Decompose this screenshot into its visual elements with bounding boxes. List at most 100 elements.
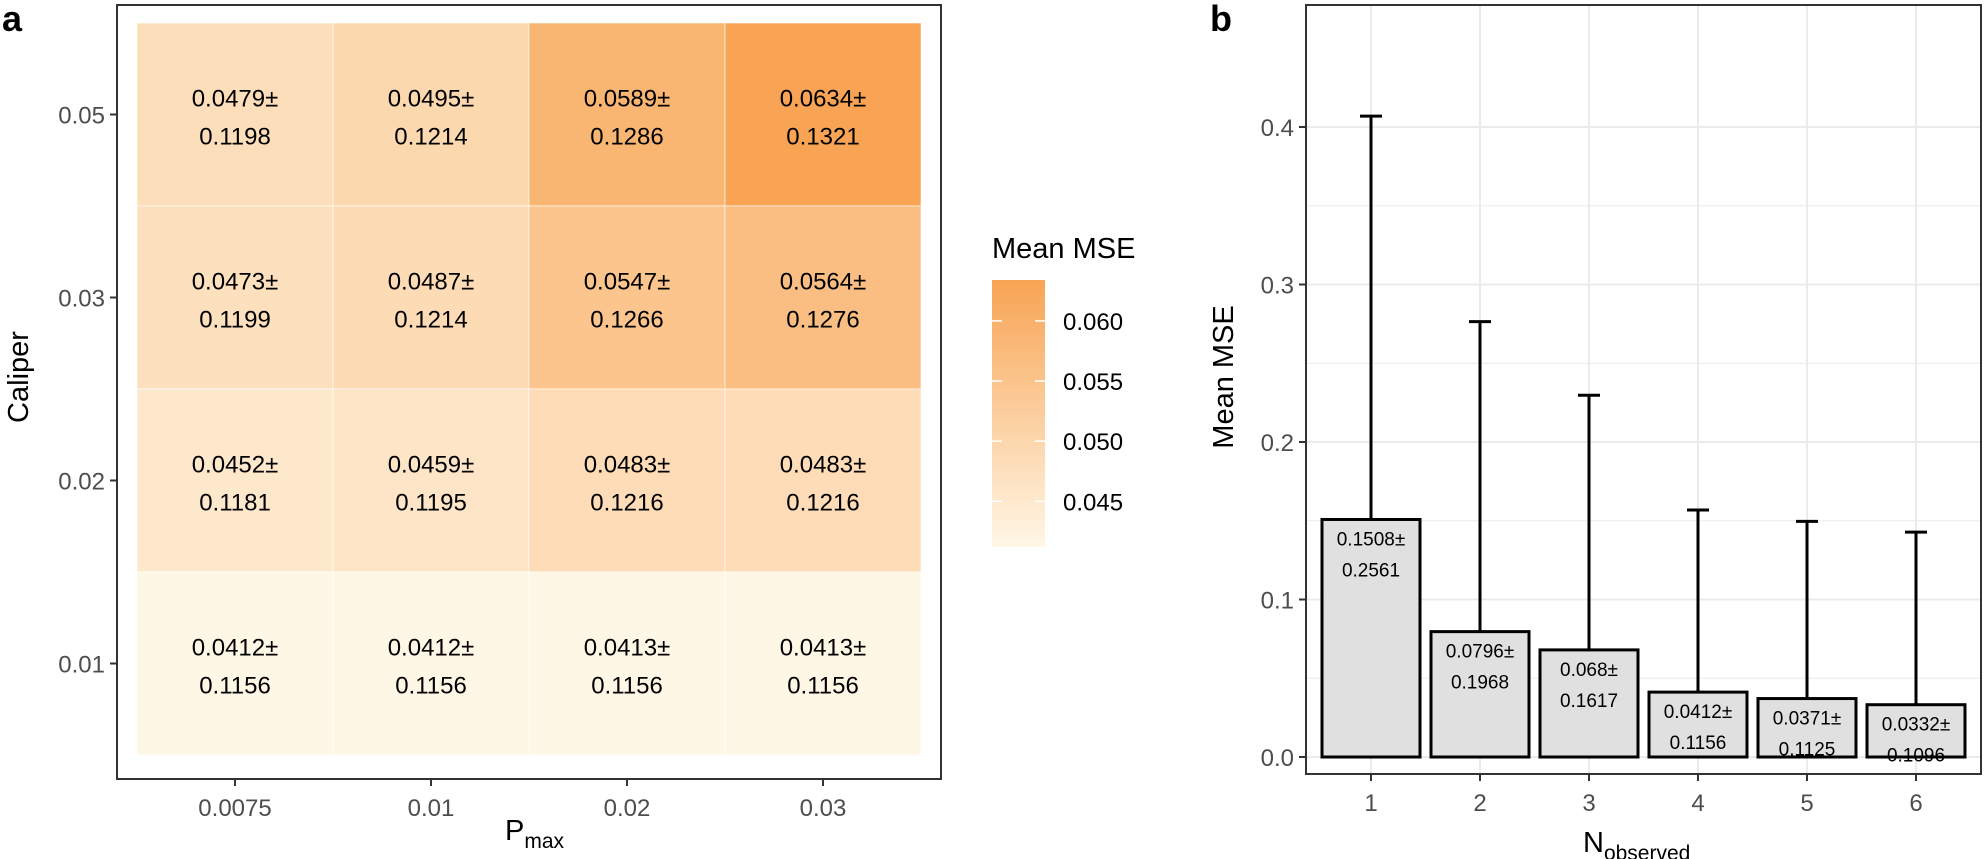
bar-label-sd: 0.1968 [1451,673,1509,694]
panel-label-a: a [2,0,23,39]
bar-label-mean: 0.0371± [1773,709,1842,730]
bar-error-bars [1360,114,1927,705]
bar-y-axis-title: Mean MSE [1208,305,1240,448]
heatmap-cell [332,22,530,207]
colorbar [992,280,1045,547]
bar-label-mean: 0.0412± [1664,702,1733,723]
heatmap-cell-label-sd: 0.1156 [787,673,859,700]
legend-title: Mean MSE [992,233,1135,265]
colorbar-legend: Mean MSE 0.060 0.055 0.050 0.045 [992,233,1135,547]
heatmap-cell-label-mean: 0.0495± [388,86,475,113]
bar-x-axis-title: Nobserved [1583,827,1690,859]
bar-label-sd: 0.1125 [1779,740,1836,761]
heatmap-y-tick-label: 0.01 [58,652,105,679]
heatmap-cell-label-mean: 0.0487± [388,269,475,296]
bar-label-mean: 0.0332± [1882,715,1951,736]
bar-x-tick-label: 5 [1800,790,1813,817]
heatmap-cell [332,205,530,390]
bar-panel: 0.1508±0.25610.0796±0.19680.068±0.16170.… [1208,4,1982,859]
heatmap-y-tick-label: 0.02 [58,469,105,496]
heatmap-cell-labels: 0.0479± 0.1198 0.0495± 0.1214 0.0589± 0.1286 0… [192,86,867,700]
heatmap-x-tick-label: 0.02 [604,795,651,822]
heatmap-cell-label-mean: 0.0452± [192,452,279,479]
heatmap-panel: 0.0479± 0.1198 0.0495± 0.1214 0.0589± 0.1286 0… [3,4,942,853]
heatmap-panel-border [116,4,942,780]
colorbar-ticks: 0.060 0.055 0.050 0.045 [992,309,1123,516]
bar-y-tick-label: 0.3 [1261,273,1294,300]
bar [1647,690,1749,759]
heatmap-cell-label-sd: 0.1276 [786,307,859,334]
heatmap-cell [136,22,334,207]
heatmap-x-ticks: 0.0075 0.01 0.02 0.03 [198,779,846,822]
heatmap-cell-label-sd: 0.1156 [395,673,467,700]
heatmap-cell-label-sd: 0.1216 [590,490,663,517]
heatmap-cell-label-sd: 0.1199 [199,307,271,334]
bar-x-tick-label: 4 [1691,790,1704,817]
heatmap-x-tick-label: 0.03 [800,795,847,822]
bar-labels: 0.1508± 0.2561 0.0796± 0.1968 0.068± 0.1617 0.… [1337,529,1951,766]
bar-x-tick-label: 1 [1364,790,1377,817]
bar [1320,517,1422,759]
heatmap-cell [528,571,726,756]
heatmap-y-axis-title: Caliper [3,331,35,423]
bar [1756,697,1858,759]
heatmap-cell [136,388,334,573]
colorbar-tick-label: 0.045 [1063,489,1123,516]
heatmap-cell-label-mean: 0.0413± [780,635,867,662]
bar [1538,648,1640,759]
heatmap-cell-label-sd: 0.1286 [590,124,663,151]
heatmap-x-tick-label: 0.01 [408,795,455,822]
bar-y-tick-label: 0.1 [1261,588,1294,615]
heatmap-cell-label-mean: 0.0473± [192,269,279,296]
heatmap-cell-label-sd: 0.1214 [394,307,467,334]
heatmap-x-tick-label: 0.0075 [198,795,271,822]
heatmap-y-ticks: 0.01 0.02 0.03 0.05 [58,103,117,679]
colorbar-tick-label: 0.060 [1063,309,1123,336]
bar-label-sd: 0.2561 [1342,560,1400,581]
heatmap-cell [136,571,334,756]
heatmap-cell-label-mean: 0.0413± [584,635,671,662]
heatmap-cell [724,571,922,756]
bar-y-ticks: 0.0 0.1 0.2 0.3 0.4 [1261,115,1306,772]
heatmap-cell-label-sd: 0.1198 [199,124,271,151]
heatmap-cell [724,388,922,573]
bar-y-tick-label: 0.0 [1261,745,1294,772]
bar-label-sd: 0.1156 [1670,733,1727,754]
heatmap-cells [136,22,922,756]
heatmap-cell [332,571,530,756]
heatmap-cell-label-mean: 0.0412± [192,635,279,662]
heatmap-cell-label-mean: 0.0589± [584,86,671,113]
bar [1865,703,1967,759]
heatmap-cell [724,22,922,207]
heatmap-cell [332,388,530,573]
heatmap-cell-label-sd: 0.1195 [395,490,467,517]
heatmap-cell-label-mean: 0.0483± [584,452,671,479]
bar-panel-border [1305,4,1982,775]
heatmap-x-axis-title: Pmax [505,815,565,853]
bar-label-sd: 0.1617 [1560,691,1618,712]
heatmap-cell-label-mean: 0.0412± [388,635,475,662]
heatmap-cell [528,22,726,207]
colorbar-tick-label: 0.050 [1063,429,1123,456]
heatmap-cell [136,205,334,390]
heatmap-cell-label-mean: 0.0564± [780,269,867,296]
bar-y-tick-label: 0.2 [1261,430,1294,457]
bar-y-tick-label: 0.4 [1261,115,1294,142]
heatmap-cell-label-sd: 0.1181 [199,490,271,517]
heatmap-cell-label-sd: 0.1214 [394,124,467,151]
bar-x-tick-label: 2 [1473,790,1486,817]
bar-x-tick-label: 6 [1909,790,1922,817]
heatmap-cell-label-mean: 0.0547± [584,269,671,296]
heatmap-cell-label-sd: 0.1156 [591,673,663,700]
heatmap-cell-label-sd: 0.1156 [199,673,271,700]
bars [1320,517,1967,759]
panel-label-b: b [1210,0,1232,39]
heatmap-cell-label-mean: 0.0634± [780,86,867,113]
bar-label-mean: 0.0796± [1446,642,1515,663]
heatmap-cell [528,388,726,573]
heatmap-cell-label-mean: 0.0483± [780,452,867,479]
bar-x-ticks: 1 2 3 4 5 6 [1364,774,1923,817]
heatmap-cell-label-sd: 0.1216 [786,490,859,517]
bar-x-tick-label: 3 [1582,790,1595,817]
